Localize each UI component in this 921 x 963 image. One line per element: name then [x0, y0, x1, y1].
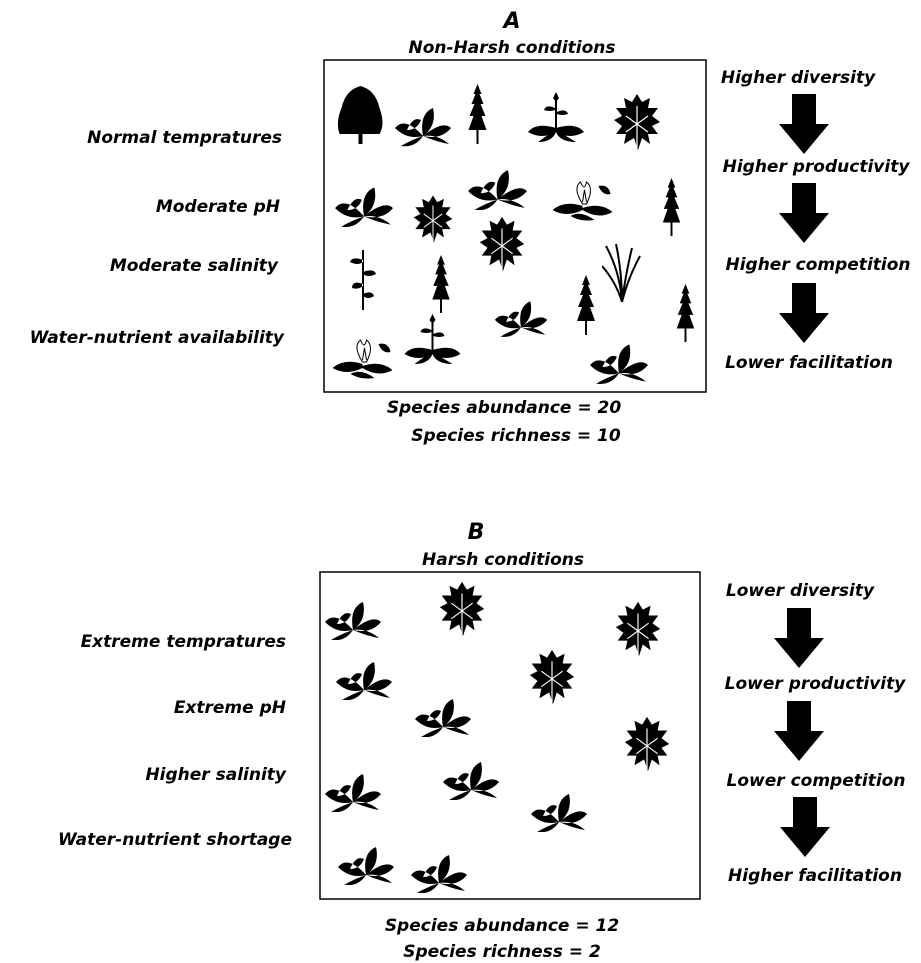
- effect: Lower productivity: [725, 674, 907, 694]
- plant-icon: [338, 847, 394, 885]
- plant-icon: [529, 649, 575, 705]
- factor: Extreme pH: [174, 698, 286, 718]
- panel-a: A Non-Harsh conditions Normal temprature…: [30, 9, 911, 446]
- plant-icon: [615, 601, 661, 657]
- plant-icon: [443, 762, 499, 800]
- plant-icon: [624, 716, 670, 772]
- effect: Higher facilitation: [728, 866, 902, 886]
- effect: Lower competition: [727, 771, 906, 791]
- arrow: [779, 94, 829, 154]
- plant-icon: [325, 774, 381, 812]
- panel-label: A: [501, 9, 520, 34]
- arrow: [774, 608, 824, 668]
- factor: Higher salinity: [145, 765, 286, 785]
- plant-icon: [531, 794, 587, 832]
- plant-icon: [602, 243, 641, 302]
- panel-title: Harsh conditions: [422, 550, 584, 570]
- plant-icon: [479, 216, 525, 272]
- plant-icon: [468, 84, 487, 144]
- plant-icon: [325, 602, 381, 640]
- arrow: [774, 701, 824, 761]
- plant-icon: [350, 250, 376, 310]
- arrow: [779, 283, 829, 343]
- factor: Water-nutrient shortage: [58, 830, 292, 850]
- plant-icon: [662, 178, 681, 236]
- plant-icon: [577, 275, 595, 335]
- panel-label: B: [468, 520, 485, 545]
- plant-icon: [331, 339, 394, 379]
- panel-title: Non-Harsh conditions: [409, 38, 616, 58]
- effect: Lower diversity: [726, 581, 875, 601]
- plant-icon: [613, 93, 661, 151]
- plot-box: [323, 59, 707, 393]
- effect: Lower facilitation: [725, 353, 893, 373]
- plant-icon: [404, 314, 461, 364]
- panel-b: B Harsh conditions Extreme tempratures E…: [58, 520, 906, 962]
- plant-icon: [468, 170, 527, 210]
- plant-icon: [415, 699, 471, 737]
- plant-icon: [411, 855, 467, 893]
- plant-icon: [337, 86, 383, 144]
- plant-icon: [413, 194, 453, 244]
- plant-icon: [528, 92, 584, 142]
- effect: Higher productivity: [723, 157, 911, 177]
- richness: Species richness = 2: [403, 942, 601, 962]
- plants: [325, 581, 670, 893]
- arrow: [780, 797, 830, 857]
- plant-icon: [551, 181, 614, 221]
- plant-icon: [439, 581, 485, 637]
- effect: Higher diversity: [721, 68, 876, 88]
- plot-box: [319, 571, 701, 900]
- factor: Moderate salinity: [110, 256, 279, 276]
- plant-icon: [395, 108, 451, 147]
- abundance: Species abundance = 20: [387, 398, 622, 418]
- plant-icon: [676, 284, 695, 342]
- plant-icon: [336, 662, 392, 700]
- factor: Extreme tempratures: [81, 632, 286, 652]
- plant-icon: [335, 187, 393, 227]
- factor: Moderate pH: [156, 197, 280, 217]
- factor: Normal tempratures: [87, 128, 282, 148]
- plant-icon: [432, 255, 450, 313]
- effect: Higher competition: [725, 255, 910, 275]
- richness: Species richness = 10: [411, 426, 621, 446]
- plant-icon: [494, 301, 548, 337]
- factor: Water-nutrient availability: [30, 328, 285, 348]
- abundance: Species abundance = 12: [385, 916, 619, 936]
- arrow: [779, 183, 829, 243]
- plant-icon: [590, 344, 648, 384]
- plants: [331, 84, 695, 384]
